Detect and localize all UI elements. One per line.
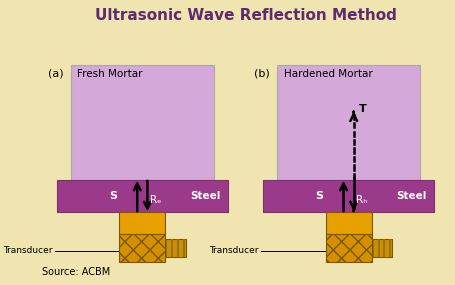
Bar xyxy=(377,239,379,257)
Bar xyxy=(371,239,373,257)
Bar xyxy=(165,239,167,257)
Text: Fresh Mortar: Fresh Mortar xyxy=(77,69,142,79)
Text: Source: ACBM: Source: ACBM xyxy=(42,267,111,277)
Bar xyxy=(263,180,433,212)
Text: Ultrasonic Wave Reflection Method: Ultrasonic Wave Reflection Method xyxy=(94,8,395,23)
Bar xyxy=(371,239,391,257)
Text: (a): (a) xyxy=(48,69,63,79)
Bar xyxy=(383,239,384,257)
Bar xyxy=(119,234,165,262)
Bar xyxy=(57,180,227,212)
Text: Rₑ: Rₑ xyxy=(150,195,162,205)
Bar xyxy=(325,234,371,262)
Bar xyxy=(182,239,184,257)
Text: Transducer: Transducer xyxy=(3,246,52,255)
Text: S: S xyxy=(314,191,323,201)
Bar xyxy=(171,239,173,257)
Text: Transducer: Transducer xyxy=(209,246,258,255)
Text: Hardened Mortar: Hardened Mortar xyxy=(283,69,371,79)
Bar xyxy=(119,212,165,234)
Text: Rₕ: Rₕ xyxy=(356,195,367,205)
Bar xyxy=(388,239,390,257)
Bar xyxy=(177,239,179,257)
Bar xyxy=(71,65,213,180)
Text: T: T xyxy=(359,104,366,114)
Bar xyxy=(325,212,371,234)
Text: Steel: Steel xyxy=(190,191,220,201)
Bar xyxy=(277,65,419,180)
Text: Steel: Steel xyxy=(395,191,426,201)
Text: S: S xyxy=(109,191,116,201)
Text: (b): (b) xyxy=(253,69,269,79)
Bar xyxy=(165,239,185,257)
